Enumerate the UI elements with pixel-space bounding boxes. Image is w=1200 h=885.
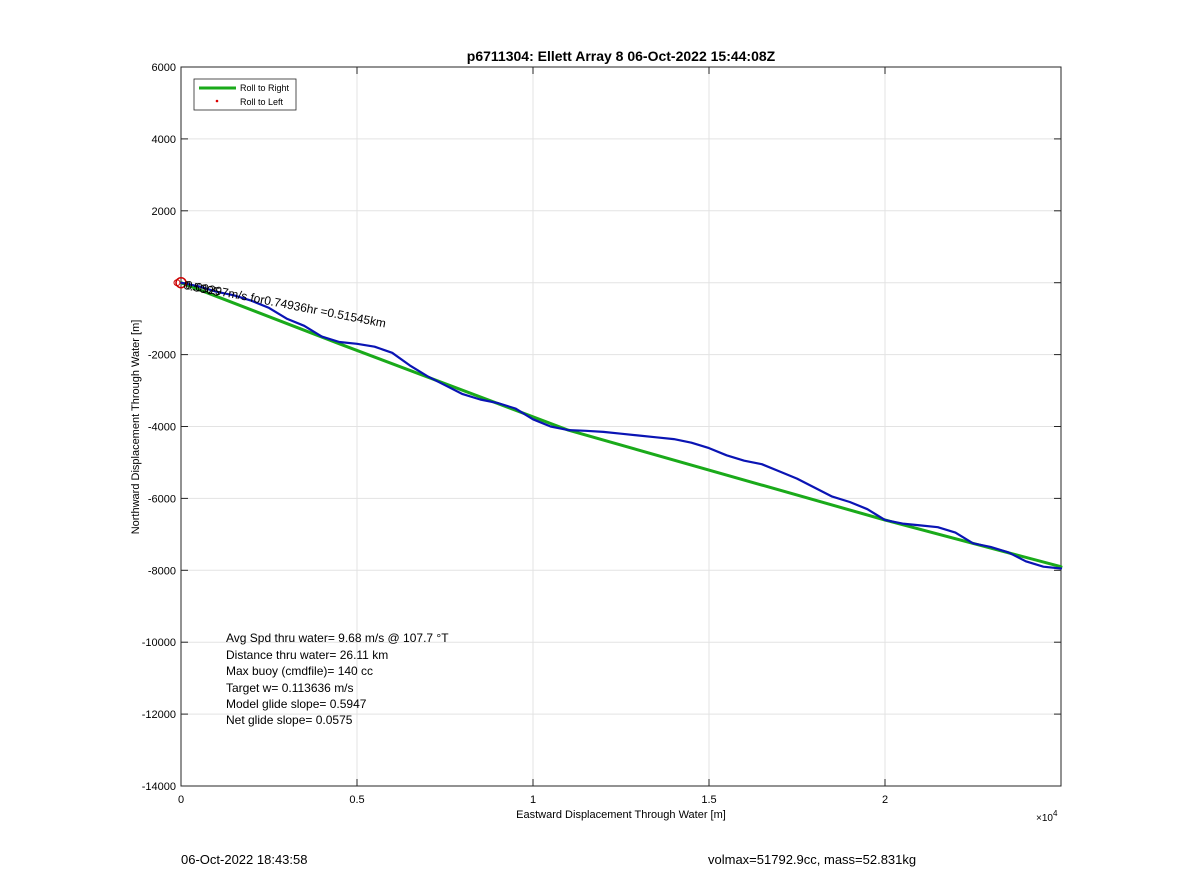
stat-max-buoy: Max buoy (cmdfile)= 140 cc <box>226 664 373 678</box>
stat-target-w: Target w= 0.113636 m/s <box>226 681 354 695</box>
stat-model-glide-slope: Model glide slope= 0.5947 <box>226 697 367 711</box>
y-tick-label-0: 6000 <box>152 62 176 74</box>
y-tick-label-8: -10000 <box>142 637 176 649</box>
legend-swatch-roll-to-left <box>215 99 219 103</box>
legend-label-roll-to-left: Roll to Left <box>240 97 284 107</box>
x-tick-label-0: 0 <box>178 794 184 806</box>
stats-block: Avg Spd thru water= 9.68 m/s @ 107.7 °T … <box>226 631 449 727</box>
x-axis-exponent: ×104 <box>1036 809 1058 824</box>
series-group <box>179 281 1063 570</box>
ticks: 0 0.5 1 1.5 2 6000 4000 2000 -2000 -4000 -6000 -800… <box>142 62 1061 806</box>
x-tick-label-3: 1.5 <box>701 794 716 806</box>
y-axis-label: Northward Displacement Through Water [m] <box>130 320 142 535</box>
legend-label-roll-to-right: Roll to Right <box>240 83 290 93</box>
stat-net-glide-slope: Net glide slope= 0.0575 <box>226 713 353 727</box>
y-tick-label-10: -14000 <box>142 781 176 793</box>
stat-distance: Distance thru water= 26.11 km <box>226 648 388 662</box>
x-tick-label-2: 1 <box>530 794 536 806</box>
x-axis-exponent-base: ×10 <box>1036 813 1053 824</box>
series-line-0 <box>179 281 1063 569</box>
x-tick-label-4: 2 <box>882 794 888 806</box>
stat-avg-speed: Avg Spd thru water= 9.68 m/s @ 107.7 °T <box>226 631 449 645</box>
x-axis-label: Eastward Displacement Through Water [m] <box>516 809 726 821</box>
footer-timestamp: 06-Oct-2022 18:43:58 <box>181 852 308 867</box>
y-tick-label-2: 2000 <box>152 206 176 218</box>
start-marker-inner <box>173 279 181 287</box>
chart-title: p6711304: Ellett Array 8 06-Oct-2022 15:… <box>467 48 776 64</box>
footer-info: volmax=51792.9cc, mass=52.831kg <box>708 852 917 867</box>
grid <box>180 66 1061 787</box>
y-tick-label-6: -6000 <box>148 493 176 505</box>
x-axis-exponent-power: 4 <box>1053 809 1058 818</box>
y-tick-label-9: -12000 <box>142 709 176 721</box>
y-tick-label-5: -4000 <box>148 422 176 434</box>
series-line-1 <box>179 281 1063 570</box>
y-tick-label-4: -2000 <box>148 350 176 362</box>
start-marker <box>175 276 187 289</box>
legend-box <box>193 78 297 111</box>
y-tick-label-1: 4000 <box>152 134 176 146</box>
y-tick-label-7: -8000 <box>148 565 176 577</box>
legend: Roll to Right Roll to Left <box>193 78 297 111</box>
x-tick-label-1: 0.5 <box>349 794 364 806</box>
